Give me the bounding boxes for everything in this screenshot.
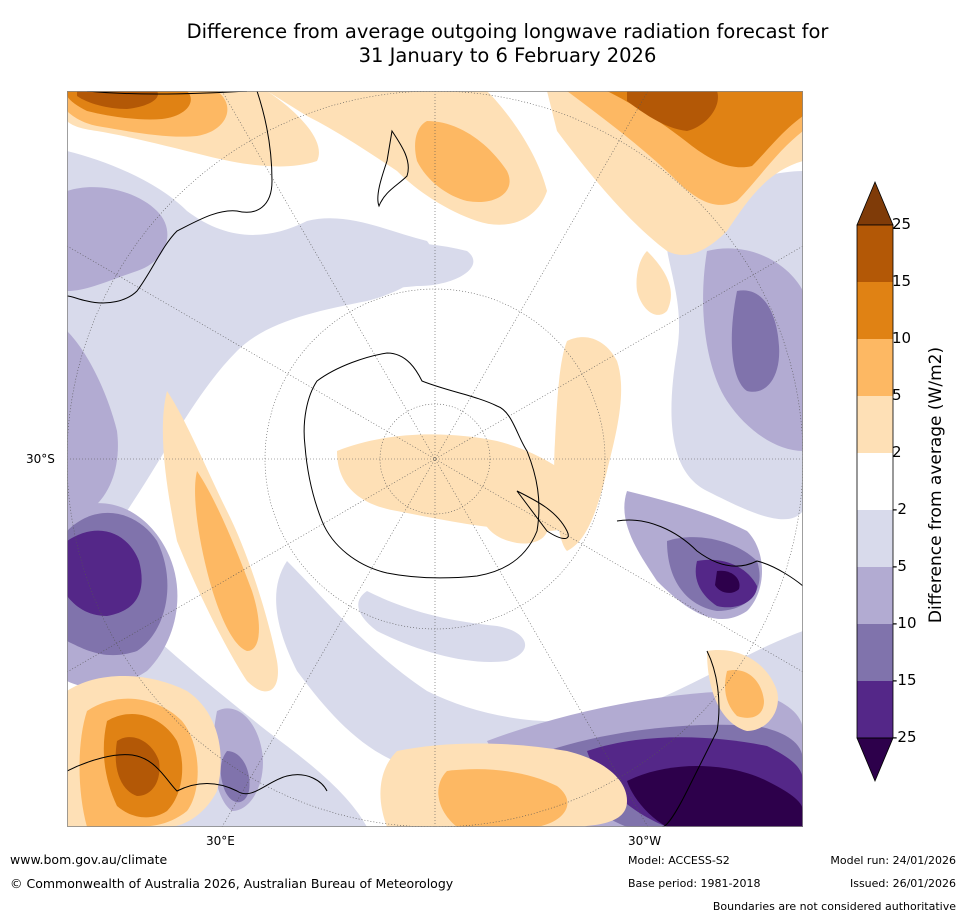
lon-label-30w: 30°W (628, 834, 662, 848)
cbar-tick-2: 2 (892, 443, 902, 461)
anomaly-band-below-minus25 (627, 570, 803, 827)
colorbar-over-triangle (856, 180, 894, 226)
australia-coastline (67, 91, 273, 304)
south-america-coastline (616, 519, 803, 827)
map-svg (67, 91, 803, 827)
footer-disclaimer: Boundaries are not considered authoritat… (712, 900, 956, 913)
colorbar-2-5 (857, 396, 893, 453)
anomaly-band-15-25 (77, 91, 718, 796)
map-title: Difference from average outgoing longwav… (60, 20, 955, 68)
cbar-tick-m15: -15 (892, 671, 917, 689)
colorbar: 25 15 10 5 2 -2 -5 -10 -15 -25 (855, 180, 965, 790)
colorbar-m10-m15 (857, 624, 893, 681)
title-line-2: 31 January to 6 February 2026 (358, 44, 657, 67)
cbar-tick-m5: -5 (892, 557, 907, 575)
footer-copyright: © Commonwealth of Australia 2026, Austra… (10, 876, 454, 891)
colorbar-5-10 (857, 339, 893, 396)
antarctica-coastline (303, 352, 540, 579)
footer-website[interactable]: www.bom.gov.au/climate (10, 852, 168, 867)
colorbar-m15-m25 (857, 681, 893, 738)
cbar-tick-10: 10 (892, 329, 912, 347)
cbar-tick-m25: -25 (892, 728, 917, 746)
cbar-tick-15: 15 (892, 272, 912, 290)
colorbar-title: Difference from average (W/m2) (926, 346, 946, 624)
map-frame (67, 91, 803, 827)
footer-base-period: Base period: 1981-2018 (628, 877, 761, 890)
colorbar-m2-m5 (857, 510, 893, 567)
antarctic-peninsula (516, 490, 569, 539)
graticule (67, 91, 803, 827)
footer-model-run: Model run: 24/01/2026 (830, 854, 956, 867)
colorbar-svg (856, 180, 894, 783)
cbar-tick-25: 25 (892, 215, 912, 233)
lat-label-30s: 30°S (26, 452, 55, 466)
colorbar-15-25 (857, 225, 893, 282)
africa-coastline (67, 754, 328, 795)
colorbar-under-triangle (856, 737, 894, 783)
colorbar-10-15 (857, 282, 893, 339)
cbar-tick-m10: -10 (892, 614, 917, 632)
title-line-1: Difference from average outgoing longwav… (186, 20, 829, 43)
colorbar-m5-m10 (857, 567, 893, 624)
colorbar-neutral (857, 453, 893, 510)
cbar-tick-5: 5 (892, 386, 902, 404)
anomaly-map (67, 91, 803, 827)
footer-issued: Issued: 26/01/2026 (849, 877, 956, 890)
new-zealand-coastline (377, 129, 409, 208)
cbar-tick-m2: -2 (892, 500, 907, 518)
footer-model: Model: ACCESS-S2 (628, 854, 730, 867)
lon-label-30e: 30°E (206, 834, 235, 848)
